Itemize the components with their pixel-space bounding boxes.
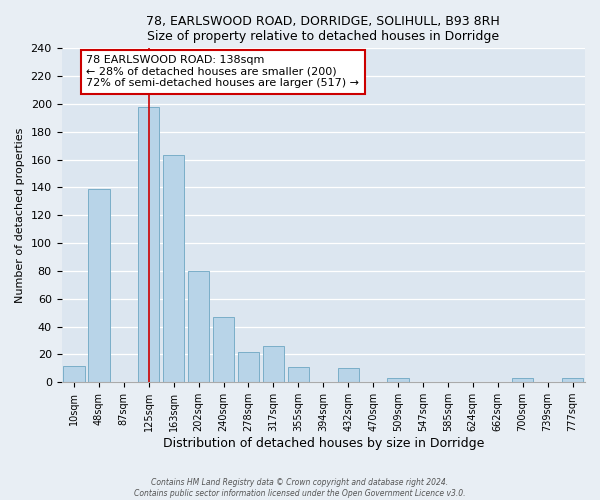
Bar [213,317,234,382]
Bar [288,367,309,382]
Bar [88,189,110,382]
Bar [64,366,85,382]
Bar [388,378,409,382]
Bar [163,156,184,382]
X-axis label: Distribution of detached houses by size in Dorridge: Distribution of detached houses by size … [163,437,484,450]
Bar [238,352,259,382]
Bar [512,378,533,382]
Bar [263,346,284,382]
Bar [188,271,209,382]
Bar [562,378,583,382]
Text: Contains HM Land Registry data © Crown copyright and database right 2024.
Contai: Contains HM Land Registry data © Crown c… [134,478,466,498]
Text: 78 EARLSWOOD ROAD: 138sqm
← 28% of detached houses are smaller (200)
72% of semi: 78 EARLSWOOD ROAD: 138sqm ← 28% of detac… [86,56,359,88]
Title: 78, EARLSWOOD ROAD, DORRIDGE, SOLIHULL, B93 8RH
Size of property relative to det: 78, EARLSWOOD ROAD, DORRIDGE, SOLIHULL, … [146,15,500,43]
Y-axis label: Number of detached properties: Number of detached properties [15,128,25,303]
Bar [138,107,160,382]
Bar [338,368,359,382]
